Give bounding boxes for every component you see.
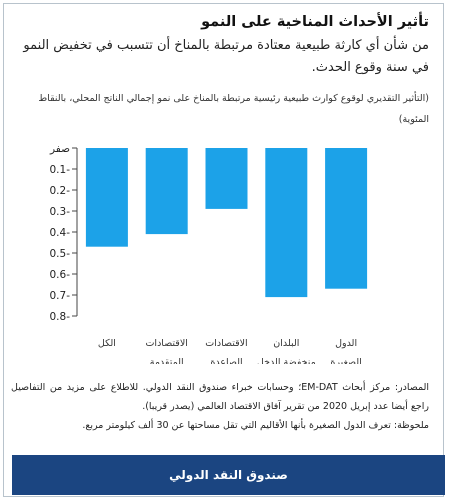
y-tick-label: 0.8- xyxy=(50,311,71,323)
chart-title: تأثير الأحداث المناخية على النمو xyxy=(201,14,429,30)
y-tick-label: 0.2- xyxy=(50,185,71,197)
y-tick-label: 0.5- xyxy=(50,248,71,260)
bar xyxy=(265,148,308,298)
x-tick-label: الاقتصادات المتقدمة xyxy=(145,338,187,364)
y-tick-label: 0.1- xyxy=(50,164,71,176)
y-tick-label: 0.3- xyxy=(50,206,71,218)
x-tick-label: الاقتصادات الصاعدة xyxy=(205,338,247,364)
bar xyxy=(205,148,248,209)
x-tick-label: الدول الصغيرة xyxy=(330,338,361,364)
y-tick-label: 0.6- xyxy=(50,269,71,281)
chart-subtitle: من شأن أي كارثة طبيعية معتادة مرتبطة بال… xyxy=(23,38,429,75)
x-tick-label: البلدان منخفضة الدخل xyxy=(257,338,316,364)
chart-card: تأثير الأحداث المناخية على النمو من شأن … xyxy=(3,3,445,497)
bar-chart: صفر 0.1- 0.2- 0.3- 0.4- 0.5- 0.6- 0.7- 0.8- الكل… xyxy=(49,143,368,364)
sources-text: المصادر: مركز أبحاث EM-DAT؛ وحسابات خبرا… xyxy=(11,382,429,412)
y-tick-label: 0.7- xyxy=(50,290,71,302)
y-tick-label: صفر xyxy=(49,143,70,155)
imf-footer-banner: صندوق النقد الدولي xyxy=(12,455,445,495)
x-tick-label: الكل xyxy=(98,338,116,349)
sources-note: المصادر: مركز أبحاث EM-DAT؛ وحسابات خبرا… xyxy=(11,378,429,435)
bar xyxy=(325,148,368,289)
imf-brand-label: صندوق النقد الدولي xyxy=(169,468,288,482)
note-text: ملحوظة: تعرف الدول الصغيرة بأنها الأقالي… xyxy=(82,420,429,431)
bar xyxy=(145,148,188,235)
y-tick-label: 0.4- xyxy=(50,227,71,239)
chart-note: (التأثير التقديري لوقوع كوارث طبيعية رئي… xyxy=(38,93,429,125)
bar xyxy=(85,148,128,247)
